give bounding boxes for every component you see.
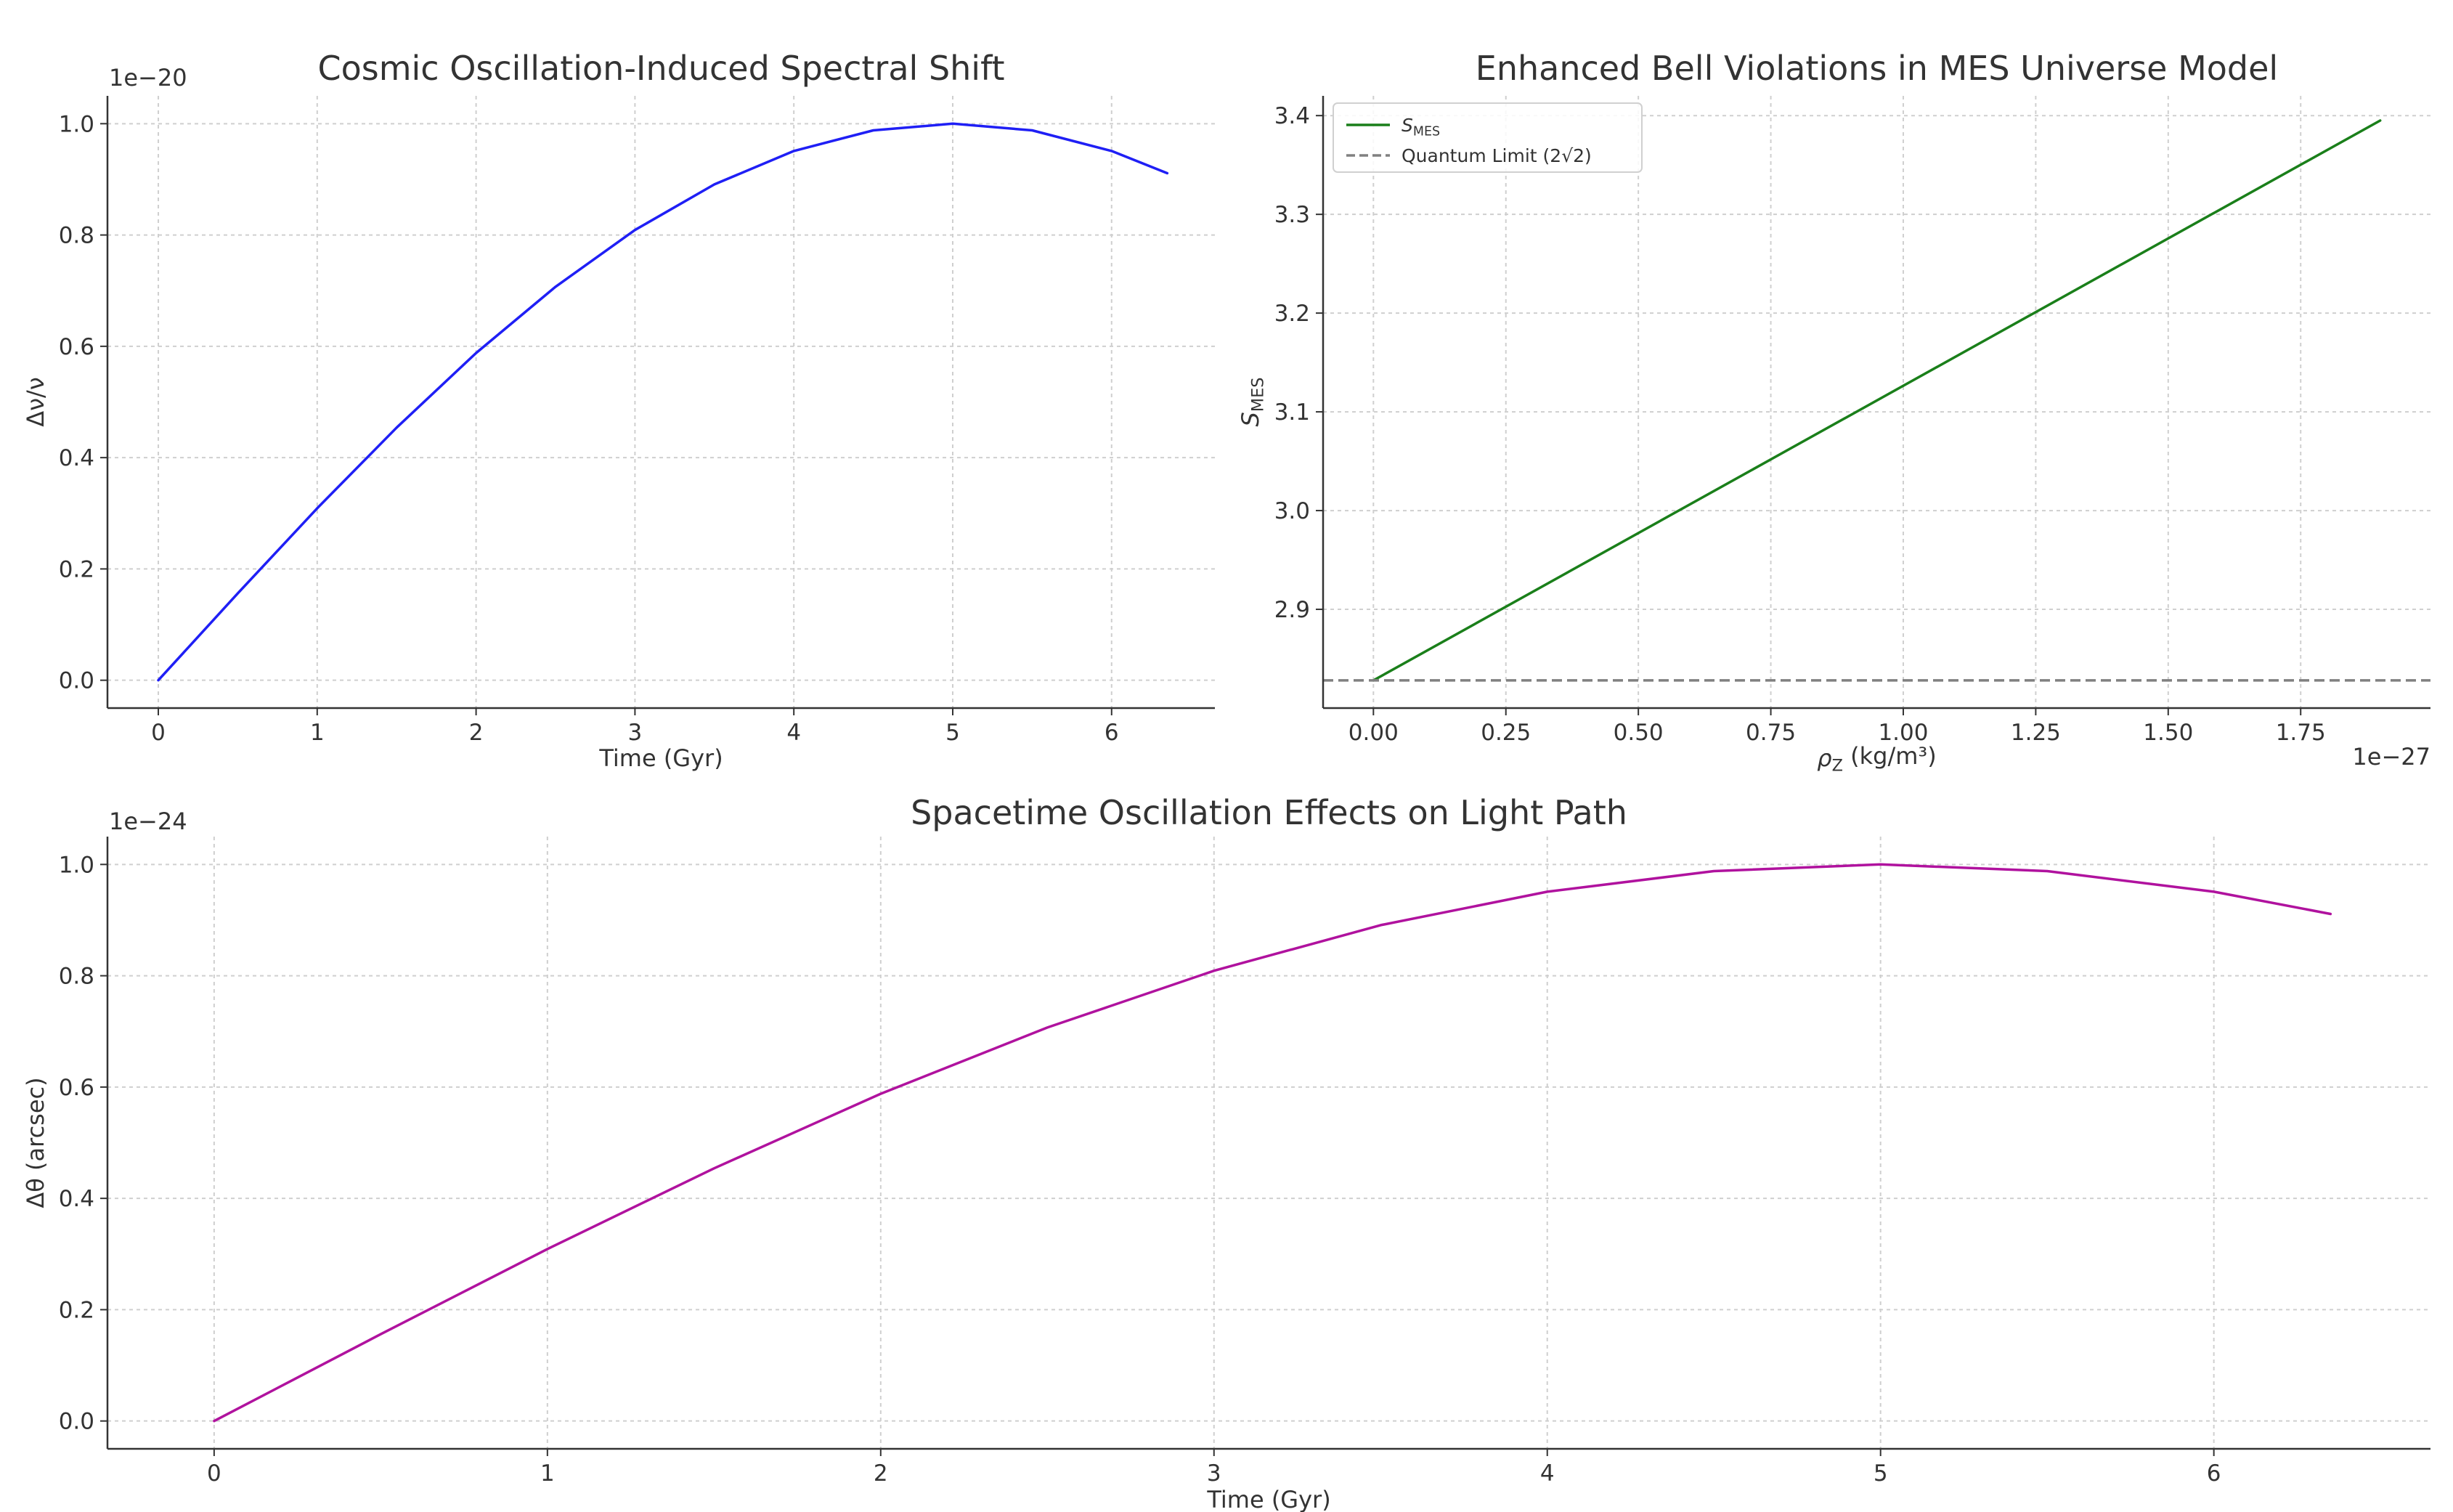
x-tick-label: 0.75 [1746,720,1796,746]
legend-frame [1333,102,1643,173]
y-tick-label: 0.8 [59,964,94,990]
chart-bell-violations: 0.00 0.25 0.50 0.75 1.00 1.25 1.50 1.75 2.9 3.0 3.… [1237,49,2430,776]
x-tick-label: 2 [874,1460,888,1487]
y-axis-label: Δν/ν [22,377,49,426]
x-tick-label: 3 [628,720,643,746]
y-tick-label: 1.0 [59,111,94,137]
x-axis-label: Time (Gyr) [1206,1486,1330,1512]
y-tick-label: 0.4 [59,445,94,471]
chart-title: Spacetime Oscillation Effects on Light P… [911,793,1627,832]
gridlines [107,96,1215,708]
y-tick-label: 0.8 [59,223,94,249]
x-tick-label: 1 [540,1460,555,1487]
y-tick-label: 1.0 [59,852,94,878]
x-tick-label: 4 [786,720,801,746]
x-tick-label: 0.25 [1481,720,1531,746]
chart-light-path: 0 1 2 3 4 5 6 0.0 0.2 0.4 0.6 0.8 1.0 Spacetime Oscil… [22,793,2430,1512]
y-tick-label: 0.0 [59,668,94,694]
y-tick-label: 0.4 [59,1186,94,1212]
x-tick-label: 0.00 [1348,720,1399,746]
x-tick-label: 1 [310,720,325,746]
chart-title: Enhanced Bell Violations in MES Universe… [1476,49,2278,88]
x-tick-label: 0 [151,720,166,746]
y-tick-label: 2.9 [1274,597,1310,623]
chart-title: Cosmic Oscillation-Induced Spectral Shif… [317,49,1004,88]
x-tick-label: 6 [2207,1460,2221,1487]
y-tick-label: 3.3 [1274,202,1310,228]
x-tick-label: 6 [1105,720,1119,746]
y-tick-label: 3.4 [1274,103,1310,129]
axis-offset-label: 1e−27 [2352,743,2430,771]
y-tick-label: 3.1 [1274,399,1310,426]
series-line [157,122,1169,682]
series-line [1372,119,2382,682]
legend-entry-label: Quantum Limit (2√2) [1402,145,1592,166]
y-tick-label: 3.0 [1274,498,1310,524]
x-tick-label: 1.50 [2143,720,2193,746]
x-axis-label: ρZ (kg/m³) [1817,742,1936,776]
x-tick-label: 4 [1540,1460,1555,1487]
y-tick-label: 0.6 [59,1075,94,1101]
x-tick-label: 3 [1207,1460,1221,1487]
chart-spectral-shift: 0 1 2 3 4 5 6 0.0 0.2 0.4 0.6 0.8 1.0 Cosmic Oscillat… [22,49,1215,772]
y-tick-label: 0.2 [59,1297,94,1323]
x-tick-label: 0.50 [1614,720,1664,746]
axis-offset-label: 1e−20 [109,64,187,92]
y-axis-label: Δθ (arcsec) [22,1077,49,1208]
gridlines [107,837,2430,1449]
y-tick-label: 0.6 [59,334,94,360]
y-axis-label: SMES [1237,378,1268,427]
x-axis-label: Time (Gyr) [598,744,723,772]
y-tick-label: 3.2 [1274,301,1310,327]
x-tick-label: 0 [207,1460,221,1487]
x-tick-label: 1.25 [2011,720,2061,746]
x-tick-label: 1.75 [2276,720,2326,746]
axis-offset-label: 1e−24 [109,808,187,835]
y-tick-label: 0.0 [59,1409,94,1435]
legend-entry-label: SMES [1402,115,1440,139]
x-tick-label: 2 [469,720,484,746]
x-tick-label: 5 [1874,1460,1888,1487]
series-line [213,863,2332,1423]
y-tick-label: 0.2 [59,556,94,582]
legend: SMES Quantum Limit (2√2) [1333,102,1643,173]
x-tick-label: 1.00 [1878,720,1928,746]
x-tick-label: 5 [945,720,960,746]
